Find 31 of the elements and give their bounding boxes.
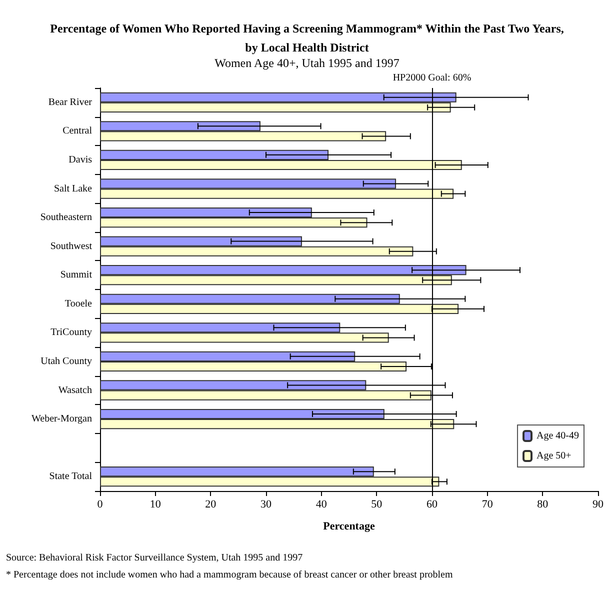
x-tick-label: 70 [482,498,494,510]
x-tick-label: 20 [205,498,217,510]
y-tick-label: Weber-Morgan [32,414,92,425]
ref-line-label: HP2000 Goal: 60% [392,72,472,84]
y-tick-label: Southeastern [40,212,92,224]
x-tick-label: 40 [316,498,328,510]
legend-label: Age 50+ [536,450,572,462]
x-tick-label: 10 [150,498,162,510]
y-tick-label: Central [62,126,92,137]
legend-label: Age 40-49 [536,430,580,442]
x-tick-label: 50 [371,498,383,510]
chart-title: Percentage of Women Who Reported Having a Screening Mammogram* Within the Past Two Years, by Local Health District [50,22,564,54]
source-note: Source: Behavioral Risk Factor Surveillance System, Utah 1995 and 1997 [6,552,303,564]
y-tick-label: Tooele [64,298,93,310]
y-tick-label: Davis [68,154,92,166]
x-tick-label: 60 [426,498,438,510]
x-axis-title: Percentage [323,520,375,532]
y-tick-label: Bear River [48,96,93,108]
y-tick-label: TriCounty [50,327,92,338]
x-tick-label: 0 [97,498,104,510]
y-tick-label: State Total [49,471,92,482]
x-tick-label: 80 [537,498,549,510]
x-tick-label: 90 [592,498,604,510]
text: * Percentage does not include women who had a mammogram because of breast cancer or other breast problem [6,570,453,580]
chart-subtitle: Women Age 40+, Utah 1995 and 1997 [214,56,400,70]
y-tick-label: Salt Lake [54,183,93,194]
y-tick-label: Southwest [50,240,92,252]
y-tick-label: Summit [60,270,92,281]
x-tick-label: 30 [260,498,272,510]
y-tick-label: Utah County [40,356,92,367]
y-tick-label: Wasatch [58,384,92,396]
